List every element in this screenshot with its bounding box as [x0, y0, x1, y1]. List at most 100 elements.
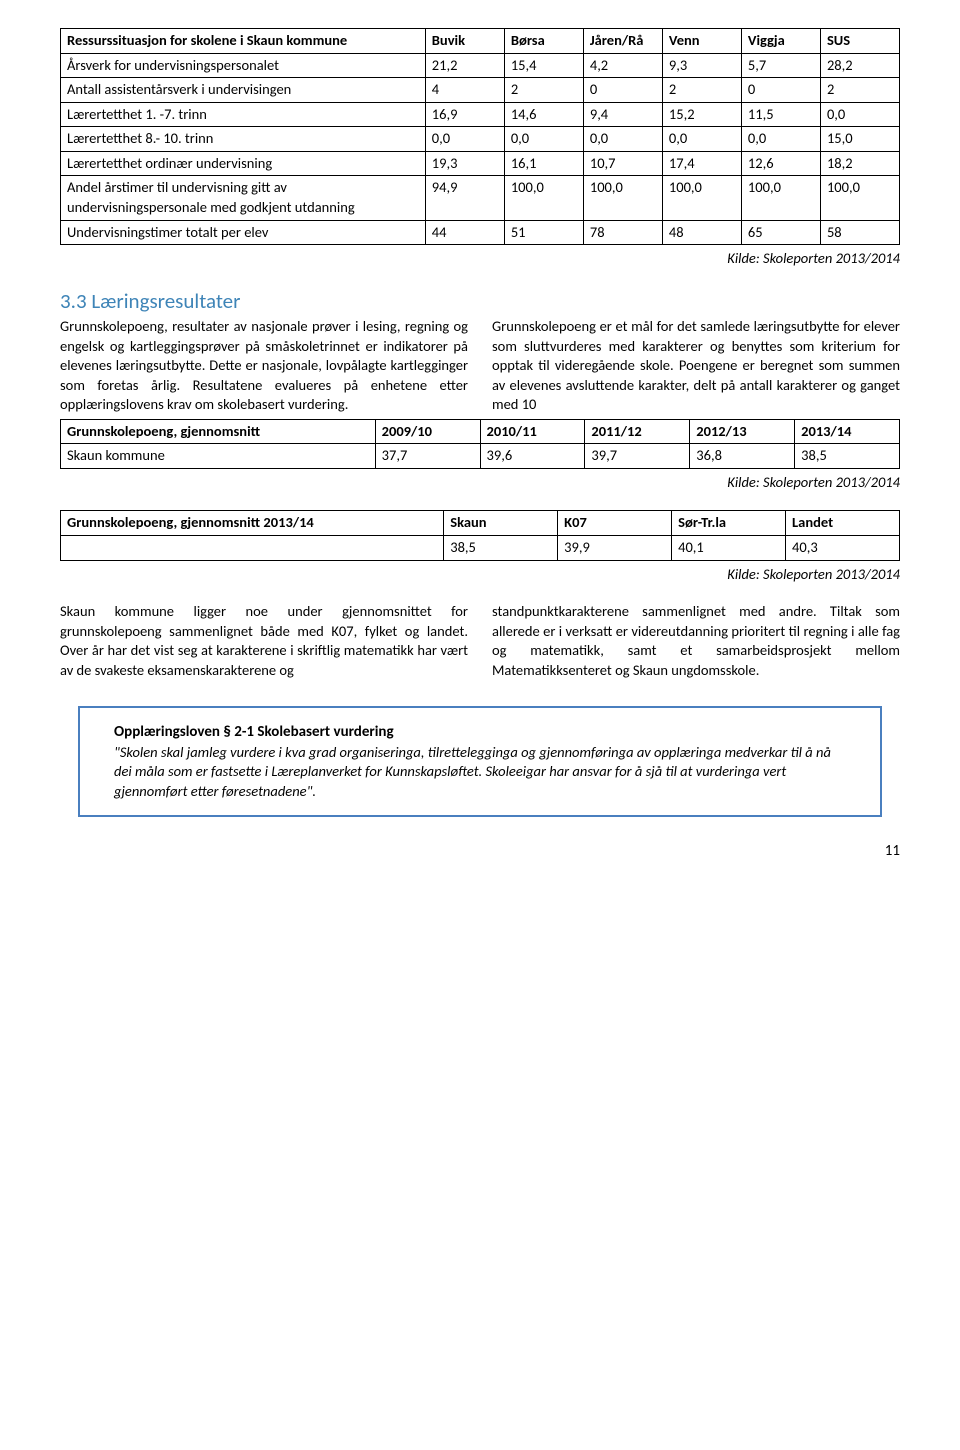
col-header: Jåren/Rå [583, 29, 662, 54]
cell: 0,0 [662, 127, 741, 152]
table-row: Antall assistentårsverk i undervisingen4… [61, 78, 900, 103]
cell: 58 [820, 220, 899, 245]
col-header: K07 [558, 511, 672, 536]
cell: 0 [583, 78, 662, 103]
page-number: 11 [60, 841, 900, 861]
cell: 14,6 [504, 102, 583, 127]
cell: 12,6 [741, 151, 820, 176]
cell: 38,5 [444, 536, 558, 561]
cell: 100,0 [820, 176, 899, 220]
cell: 51 [504, 220, 583, 245]
cell: 100,0 [583, 176, 662, 220]
cell: 100,0 [504, 176, 583, 220]
cell: 11,5 [741, 102, 820, 127]
cell: Årsverk for undervisningspersonalet [61, 53, 426, 78]
cell: 4 [425, 78, 504, 103]
cell: 0,0 [425, 127, 504, 152]
cell: 2 [820, 78, 899, 103]
cell: 10,7 [583, 151, 662, 176]
cell: 48 [662, 220, 741, 245]
table-row: Lærertetthet 8.- 10. trinn0,00,00,00,00,… [61, 127, 900, 152]
cell: 38,5 [795, 444, 900, 469]
cell: 94,9 [425, 176, 504, 220]
col-header: 2010/11 [480, 419, 585, 444]
cell: 0,0 [741, 127, 820, 152]
cell: Lærertetthet 8.- 10. trinn [61, 127, 426, 152]
cell: 2 [662, 78, 741, 103]
cell: Undervisningstimer totalt per elev [61, 220, 426, 245]
table-header-row: Grunnskolepoeng, gjennomsnitt 2013/14 Sk… [61, 511, 900, 536]
comparison-para-left: Skaun kommune ligger noe under gjennomsn… [60, 602, 468, 680]
table-header-row: Grunnskolepoeng, gjennomsnitt 2009/10 20… [61, 419, 900, 444]
cell: 39,6 [480, 444, 585, 469]
cell: 16,9 [425, 102, 504, 127]
comparison-body-columns: Skaun kommune ligger noe under gjennomsn… [60, 602, 900, 680]
col-header: Ressurssituasjon for skolene i Skaun kom… [61, 29, 426, 54]
table-row: Lærertetthet ordinær undervisning19,316,… [61, 151, 900, 176]
cell: 19,3 [425, 151, 504, 176]
col-header: 2013/14 [795, 419, 900, 444]
cell [61, 536, 444, 561]
cell: Antall assistentårsverk i undervisingen [61, 78, 426, 103]
cell: Lærertetthet ordinær undervisning [61, 151, 426, 176]
comparison-para-right: standpunktkarakterene sammenlignet med a… [492, 602, 900, 680]
law-callout: Opplæringsloven § 2-1 Skolebasert vurder… [78, 706, 882, 817]
cell: 2 [504, 78, 583, 103]
col-header: Grunnskolepoeng, gjennomsnitt [61, 419, 376, 444]
table2-source: Kilde: Skoleporten 2013/2014 [60, 473, 900, 493]
cell: 0 [741, 78, 820, 103]
grunnskolepoeng-trend-table: Grunnskolepoeng, gjennomsnitt 2009/10 20… [60, 419, 900, 469]
section-body-columns: Grunnskolepoeng, resultater av nasjonale… [60, 317, 900, 415]
callout-title: Opplæringsloven § 2-1 Skolebasert vurder… [114, 722, 846, 742]
cell: 5,7 [741, 53, 820, 78]
cell: Skaun kommune [61, 444, 376, 469]
cell: 15,4 [504, 53, 583, 78]
col-header: Skaun [444, 511, 558, 536]
resource-situation-table: Ressurssituasjon for skolene i Skaun kom… [60, 28, 900, 245]
cell: 65 [741, 220, 820, 245]
table-row: Andel årstimer til undervisning gitt av … [61, 176, 900, 220]
table3-source: Kilde: Skoleporten 2013/2014 [60, 565, 900, 585]
cell: 0,0 [583, 127, 662, 152]
col-header: Viggja [741, 29, 820, 54]
col-header: 2011/12 [585, 419, 690, 444]
cell: 4,2 [583, 53, 662, 78]
cell: 9,3 [662, 53, 741, 78]
cell: 39,9 [558, 536, 672, 561]
cell: 15,2 [662, 102, 741, 127]
col-header: SUS [820, 29, 899, 54]
cell: 100,0 [741, 176, 820, 220]
col-header: Børsa [504, 29, 583, 54]
table-row: Årsverk for undervisningspersonalet21,21… [61, 53, 900, 78]
cell: 15,0 [820, 127, 899, 152]
table-row: Lærertetthet 1. -7. trinn16,914,69,415,2… [61, 102, 900, 127]
col-header: Sør-Tr.la [672, 511, 786, 536]
cell: Lærertetthet 1. -7. trinn [61, 102, 426, 127]
cell: 78 [583, 220, 662, 245]
cell: 16,1 [504, 151, 583, 176]
cell: 0,0 [820, 102, 899, 127]
col-header: Grunnskolepoeng, gjennomsnitt 2013/14 [61, 511, 444, 536]
cell: 40,3 [786, 536, 900, 561]
cell: Andel årstimer til undervisning gitt av … [61, 176, 426, 220]
table-row: Skaun kommune 37,7 39,6 39,7 36,8 38,5 [61, 444, 900, 469]
cell: 17,4 [662, 151, 741, 176]
cell: 28,2 [820, 53, 899, 78]
table-row: 38,5 39,9 40,1 40,3 [61, 536, 900, 561]
col-header: Buvik [425, 29, 504, 54]
cell: 36,8 [690, 444, 795, 469]
cell: 21,2 [425, 53, 504, 78]
cell: 44 [425, 220, 504, 245]
table-row: Undervisningstimer totalt per elev445178… [61, 220, 900, 245]
col-header: Venn [662, 29, 741, 54]
section-para-right: Grunnskolepoeng er et mål for det samled… [492, 317, 900, 415]
cell: 39,7 [585, 444, 690, 469]
grunnskolepoeng-compare-table: Grunnskolepoeng, gjennomsnitt 2013/14 Sk… [60, 510, 900, 560]
cell: 40,1 [672, 536, 786, 561]
col-header: 2012/13 [690, 419, 795, 444]
table-header-row: Ressurssituasjon for skolene i Skaun kom… [61, 29, 900, 54]
col-header: Landet [786, 511, 900, 536]
cell: 37,7 [375, 444, 480, 469]
section-heading: 3.3 Læringsresultater [60, 287, 900, 315]
callout-body: "Skolen skal jamleg vurdere i kva grad o… [114, 743, 846, 802]
